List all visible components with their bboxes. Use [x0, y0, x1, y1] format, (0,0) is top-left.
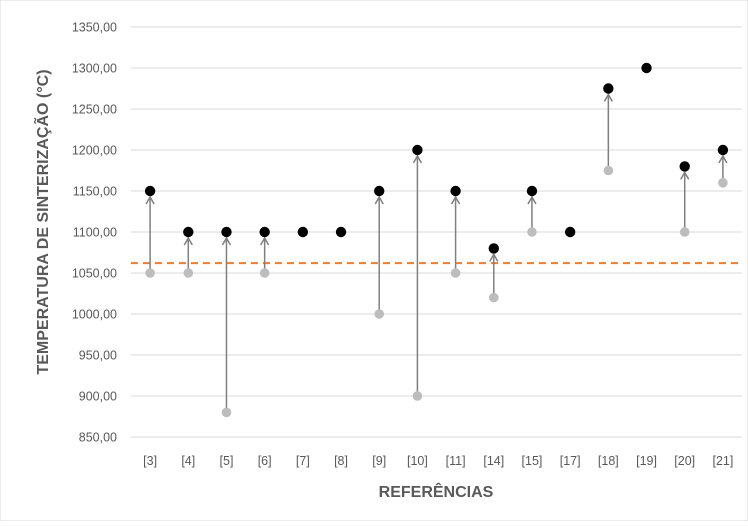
data-point-low [412, 391, 423, 401]
data-point-low [221, 407, 232, 418]
y-tick-label: 850,00 [79, 431, 117, 445]
arrow-head [374, 195, 384, 205]
data-point-low [679, 227, 690, 237]
x-tick-labels: [3] [4] [5] [6] [7] [8] [9] [10] [11] [14] [15] [17… [143, 454, 733, 468]
arrow-head [260, 236, 270, 246]
x-tick-label: [15] [522, 454, 543, 468]
y-tick-label: 1050,00 [72, 267, 117, 281]
data-point-low [259, 268, 270, 278]
data-point-low [145, 268, 155, 278]
x-tick-label: [8] [334, 454, 348, 468]
x-tick-label: [21] [712, 454, 733, 468]
x-tick-label: [11] [446, 454, 466, 468]
arrow-head [527, 195, 537, 205]
data-point-high [450, 185, 461, 197]
x-tick-label: [9] [372, 454, 386, 468]
x-tick-label: [20] [674, 454, 695, 468]
y-axis-label: TEMPERATURA DE SINTERIZAÇÃO (°C) [32, 69, 52, 374]
y-tick-label: 1300,00 [72, 62, 117, 76]
arrow-head [680, 170, 690, 180]
data-point-high [679, 161, 690, 172]
data-point-low [488, 292, 499, 303]
x-tick-label: [4] [181, 454, 195, 468]
data-point-low [450, 268, 461, 278]
data-point-high [717, 144, 729, 156]
x-tick-label: [18] [598, 454, 619, 468]
data-point-high [259, 226, 270, 238]
y-tick-label: 1250,00 [72, 103, 117, 117]
data-point-low [718, 178, 728, 188]
x-tick-label: [14] [483, 454, 504, 468]
data-point-high [335, 226, 347, 238]
arrow-head [489, 252, 499, 262]
data-point-low [374, 309, 385, 319]
arrow-head [450, 195, 461, 205]
y-tick-label: 1000,00 [72, 308, 117, 322]
arrow-head [145, 195, 155, 205]
arrow-head [183, 236, 193, 246]
y-tick-label: 900,00 [79, 390, 117, 404]
y-tick-label: 1100,00 [73, 226, 117, 240]
data-point-low [527, 227, 537, 237]
data-point-high [374, 185, 385, 197]
data-point-high [297, 226, 309, 238]
x-tick-label: [5] [220, 454, 234, 468]
y-tick-label: 1150,00 [73, 185, 117, 199]
data-point-high [412, 144, 423, 156]
y-tick-label: 950,00 [79, 349, 117, 363]
y-tick-label: 1350,00 [72, 21, 117, 35]
data-point-high [526, 185, 538, 197]
x-tick-label: [6] [258, 454, 272, 468]
data-point-high [183, 226, 194, 238]
gridlines [131, 26, 742, 438]
arrows [145, 92, 728, 413]
arrow-head [603, 92, 613, 102]
arrow-head [718, 154, 728, 164]
data-point-high [144, 185, 156, 197]
x-tick-label: [17] [560, 454, 581, 468]
y-tick-label: 1200,00 [72, 144, 117, 158]
data-point-high [564, 226, 576, 238]
arrow-head [412, 154, 423, 164]
data-point-low [603, 165, 614, 176]
x-tick-label: [3] [143, 454, 157, 468]
data-point-high [603, 83, 614, 94]
arrow-head [221, 236, 232, 246]
y-tick-labels: 850,00 900,00 950,00 1000,00 1050,00 1100,00 1… [72, 21, 117, 445]
x-axis-label: REFERÊNCIAS [379, 482, 494, 501]
data-point-high [221, 226, 232, 238]
x-tick-label: [10] [407, 454, 428, 468]
data-point-high [488, 243, 499, 254]
data-point-high [641, 62, 652, 74]
data-markers [144, 62, 729, 418]
data-point-low [183, 268, 194, 278]
x-tick-label: [19] [636, 454, 657, 468]
x-tick-label: [7] [296, 454, 310, 468]
